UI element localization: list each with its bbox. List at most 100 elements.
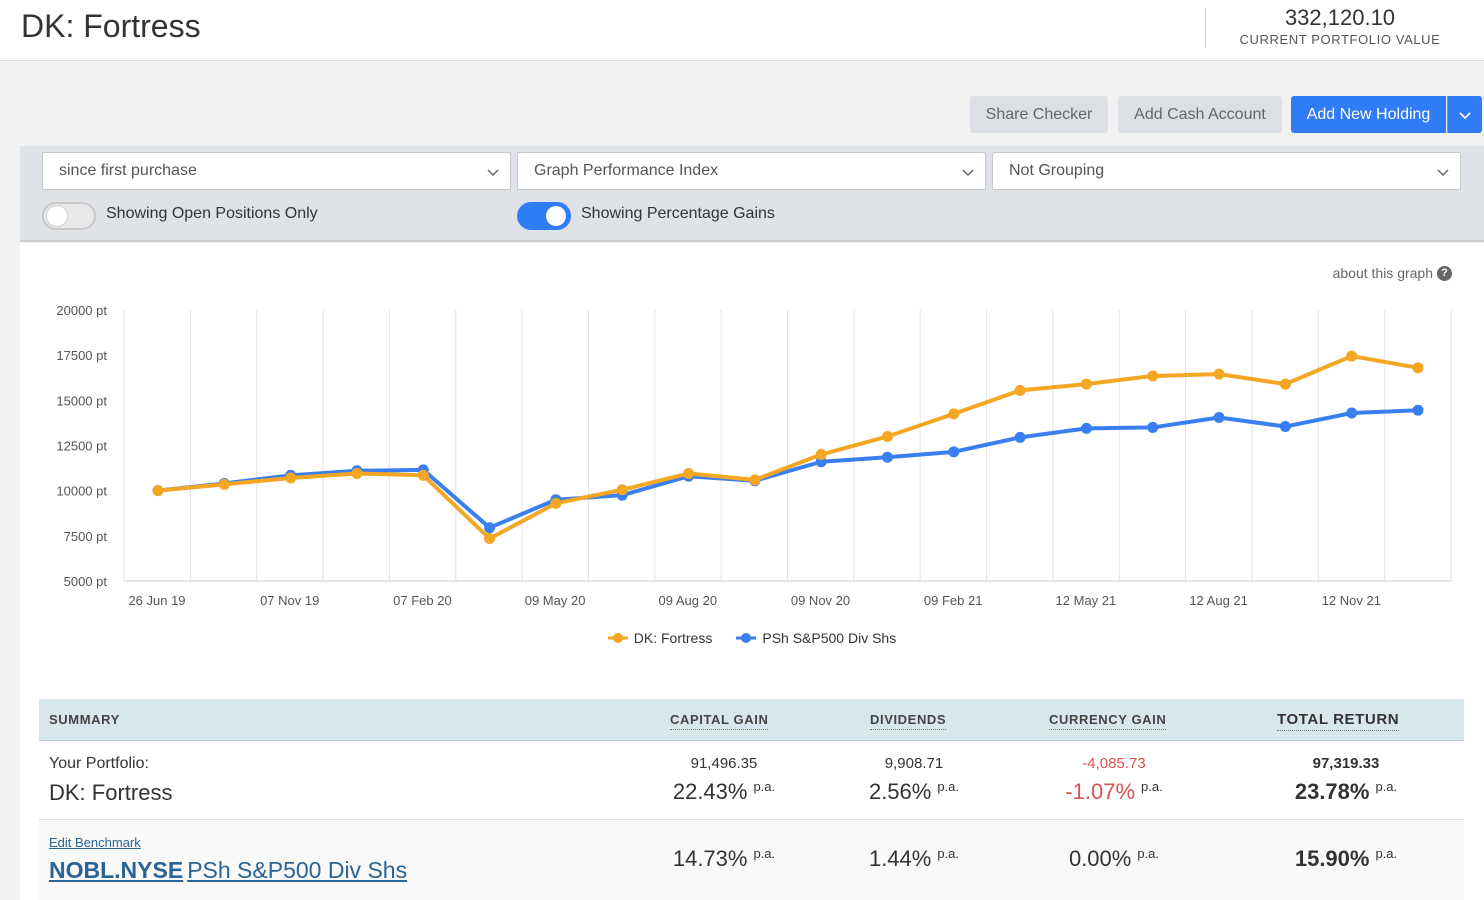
- data-point: [1279, 378, 1291, 390]
- divider: [1205, 8, 1206, 48]
- data-point: [484, 533, 496, 545]
- open-positions-toggle[interactable]: [42, 202, 96, 230]
- x-tick-label: 07 Feb 20: [393, 593, 452, 608]
- data-point: [351, 468, 363, 480]
- series-line: [157, 354, 1419, 541]
- benchmark-row: [39, 820, 1464, 900]
- percentage-gains-label: Showing Percentage Gains: [581, 205, 775, 222]
- header-capital-gain[interactable]: CAPITAL GAIN: [670, 712, 769, 730]
- header-dividends[interactable]: DIVIDENDS: [870, 712, 947, 730]
- x-tick-label: 26 Jun 19: [128, 593, 185, 608]
- y-tick-label: 17500 pt: [56, 348, 107, 363]
- chevron-down-icon: [1459, 111, 1471, 119]
- data-point: [815, 449, 827, 461]
- benchmark-total-return-pct: 15.90% p.a.: [1294, 846, 1398, 871]
- help-icon: ?: [1437, 265, 1452, 281]
- data-point: [1014, 384, 1026, 396]
- x-tick-label: 09 Aug 20: [659, 593, 718, 608]
- y-tick-label: 20000 pt: [56, 303, 107, 318]
- benchmark-name[interactable]: PSh S&P500 Div Shs: [187, 857, 408, 883]
- x-tick-label: 09 Nov 20: [791, 593, 850, 608]
- data-point: [417, 469, 429, 481]
- data-point: [749, 474, 761, 486]
- data-point: [1213, 368, 1225, 380]
- about-graph-link[interactable]: about this graph ?: [1333, 265, 1452, 281]
- legend-item-portfolio[interactable]: DK: Fortress: [607, 630, 713, 646]
- edit-benchmark-link[interactable]: Edit Benchmark: [49, 835, 141, 850]
- period-select-value: since first purchase: [59, 162, 197, 179]
- y-tick-label: 7500 pt: [64, 529, 108, 544]
- data-point: [550, 497, 562, 509]
- share-checker-button[interactable]: Share Checker: [970, 96, 1108, 133]
- y-tick-label: 12500 pt: [56, 439, 107, 454]
- data-point: [683, 468, 695, 480]
- page-header: DK: Fortress 332,120.10 CURRENT PORTFOLI…: [0, 0, 1484, 61]
- portfolio-value-label: CURRENT PORTFOLIO VALUE: [1239, 32, 1441, 47]
- header-currency-gain[interactable]: CURRENCY GAIN: [1049, 712, 1167, 730]
- portfolio-row-name: DK: Fortress: [49, 780, 173, 805]
- data-point: [1279, 421, 1291, 433]
- data-point: [1346, 350, 1358, 362]
- capital-gain-pct: 22.43% p.a.: [672, 779, 776, 804]
- toggle-knob: [546, 206, 566, 226]
- data-point: [285, 472, 297, 484]
- add-new-holding-button[interactable]: Add New Holding: [1291, 96, 1446, 133]
- currency-gain-pct: -1.07% p.a.: [1065, 779, 1163, 804]
- data-point: [1147, 370, 1159, 382]
- dividends-pct: 2.56% p.a.: [868, 779, 960, 804]
- capital-gain-amount: 91,496.35: [690, 755, 758, 772]
- add-cash-account-button[interactable]: Add Cash Account: [1118, 96, 1282, 133]
- data-point: [1412, 404, 1424, 416]
- y-tick-label: 15000 pt: [56, 393, 107, 408]
- benchmark-code[interactable]: NOBL.NYSE: [49, 857, 184, 883]
- toggle-knob: [47, 206, 67, 226]
- graph-type-select[interactable]: Graph Performance Index: [517, 152, 986, 190]
- data-point: [152, 485, 164, 497]
- total-return-amount: 97,319.33: [1312, 755, 1380, 772]
- grouping-select[interactable]: Not Grouping: [992, 152, 1461, 190]
- your-portfolio-label: Your Portfolio:: [49, 755, 149, 772]
- filter-panel: since first purchase Graph Performance I…: [20, 146, 1484, 242]
- benchmark-dividends-pct: 1.44% p.a.: [868, 846, 960, 871]
- data-point: [881, 430, 893, 442]
- legend-item-benchmark[interactable]: PSh S&P500 Div Shs: [736, 630, 896, 646]
- data-point: [616, 484, 628, 496]
- data-point: [1014, 431, 1026, 443]
- graph-type-select-value: Graph Performance Index: [534, 162, 719, 179]
- total-return-pct: 23.78% p.a.: [1294, 779, 1398, 804]
- data-point: [218, 478, 230, 490]
- benchmark-capital-gain-pct: 14.73% p.a.: [672, 846, 776, 871]
- portfolio-value: 332,120.10: [1284, 5, 1396, 30]
- open-positions-label: Showing Open Positions Only: [106, 205, 318, 222]
- dividends-amount: 9,908.71: [884, 755, 944, 772]
- period-select[interactable]: since first purchase: [42, 152, 511, 190]
- data-point: [1147, 421, 1159, 433]
- data-point: [1346, 407, 1358, 419]
- grouping-select-value: Not Grouping: [1009, 162, 1105, 179]
- data-point: [1080, 378, 1092, 390]
- legend-label: DK: Fortress: [633, 630, 713, 646]
- data-point: [1213, 411, 1225, 423]
- row-divider: [39, 819, 1464, 820]
- add-holding-dropdown-button[interactable]: [1447, 96, 1482, 133]
- benchmark-link[interactable]: NOBL.NYSE PSh S&P500 Div Shs: [49, 857, 407, 884]
- data-point: [484, 522, 496, 534]
- currency-gain-amount: -4,085.73: [1082, 755, 1146, 772]
- data-point: [948, 446, 960, 458]
- data-point: [948, 408, 960, 420]
- x-tick-label: 12 Nov 21: [1322, 593, 1381, 608]
- x-tick-label: 07 Nov 19: [260, 593, 319, 608]
- series-line: [157, 408, 1419, 530]
- data-point: [881, 451, 893, 463]
- summary-table: SUMMARY CAPITAL GAIN DIVIDENDS CURRENCY …: [39, 699, 1464, 900]
- header-summary: SUMMARY: [49, 712, 120, 727]
- summary-header: SUMMARY CAPITAL GAIN DIVIDENDS CURRENCY …: [39, 699, 1464, 741]
- chart-legend: DK: Fortress PSh S&P500 Div Shs: [20, 630, 1484, 646]
- page-title: DK: Fortress: [21, 8, 201, 44]
- data-point: [1080, 422, 1092, 434]
- legend-label: PSh S&P500 Div Shs: [762, 630, 897, 646]
- x-tick-label: 12 Aug 21: [1189, 593, 1248, 608]
- legend-marker-icon: [607, 633, 628, 643]
- percentage-gains-toggle[interactable]: [517, 202, 571, 230]
- header-total-return[interactable]: TOTAL RETURN: [1277, 711, 1400, 731]
